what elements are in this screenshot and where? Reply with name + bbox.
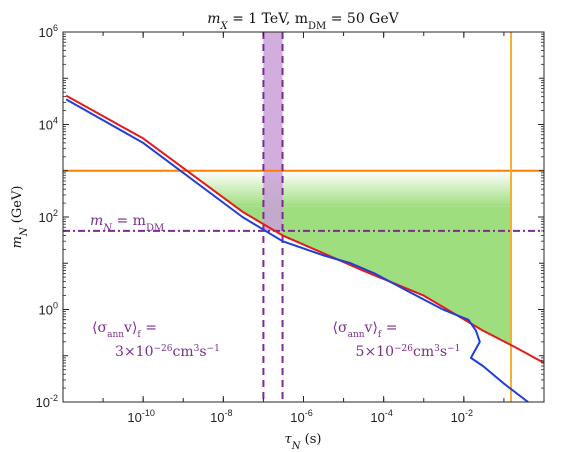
y-tick-label-0: 10-2 — [36, 393, 58, 410]
chart-title: mX = 1 TeV, mDM = 50 GeV — [207, 11, 399, 32]
x-tick-label-2: 10-6 — [290, 408, 312, 425]
y-tick-label-2: 102 — [39, 208, 58, 225]
plot-area — [63, 32, 544, 402]
mdm-line-label: mN = mDM — [90, 213, 164, 234]
excluded-band — [263, 32, 283, 231]
x-tick-label-0: 10-10 — [127, 408, 154, 425]
y-tick-label-3: 104 — [39, 116, 58, 133]
x-tick-label-1: 10-8 — [210, 408, 232, 425]
x-axis-label: τN (s) — [285, 432, 322, 452]
y-axis-label: mN (GeV) — [10, 186, 30, 249]
svg-text:⟨σannv⟩f =: ⟨σannv⟩f = — [92, 320, 157, 340]
y-tick-label-4: 106 — [39, 23, 58, 40]
series-line-0 — [65, 94, 544, 364]
x-tick-label-3: 10-4 — [370, 408, 392, 425]
annotation-0: ⟨σannv⟩f = 3×10−26cm3s−1 — [92, 320, 220, 360]
y-tick-label-1: 100 — [39, 301, 58, 318]
x-tick-label-4: 10-2 — [451, 408, 473, 425]
plot-frame — [62, 31, 545, 403]
series-line-1 — [65, 98, 529, 402]
annotation-1: ⟨σannv⟩f = 5×10−26cm3s−1 — [333, 320, 461, 360]
svg-text:5×10−26cm3s−1: 5×10−26cm3s−1 — [356, 344, 461, 360]
allowed-region-fade — [186, 170, 511, 207]
svg-text:3×10−26cm3s−1: 3×10−26cm3s−1 — [115, 344, 220, 360]
svg-text:⟨σannv⟩f =: ⟨σannv⟩f = — [333, 320, 398, 340]
